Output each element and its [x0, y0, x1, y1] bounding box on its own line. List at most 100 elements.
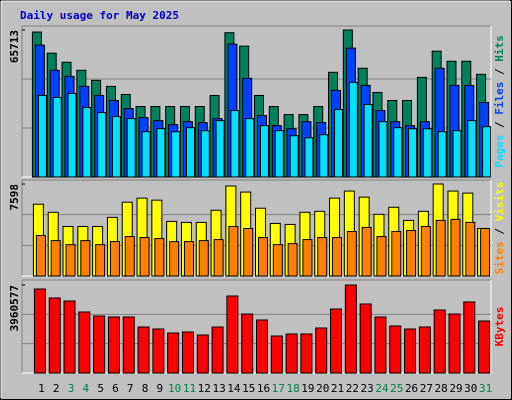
- x-tick-label: 20: [316, 382, 329, 395]
- bar: [198, 240, 209, 277]
- x-tick-label: 14: [227, 382, 241, 395]
- x-tick-label: 12: [198, 382, 211, 395]
- bar: [319, 134, 329, 178]
- bar: [211, 326, 224, 374]
- bar: [374, 316, 387, 374]
- x-tick-label: 24: [375, 382, 389, 395]
- legend-entry: Files: [493, 82, 506, 115]
- bar: [82, 107, 92, 178]
- bar: [78, 311, 91, 374]
- x-tick-label: 13: [212, 382, 225, 395]
- bar: [359, 303, 372, 374]
- legend-separator: /: [493, 221, 506, 241]
- bar: [300, 333, 313, 374]
- x-tick-label: 26: [405, 382, 418, 395]
- bar: [346, 231, 357, 277]
- bar: [378, 121, 388, 178]
- x-tick-label: 25: [390, 382, 403, 395]
- bar: [304, 137, 314, 178]
- y-tick-label: 65713: [8, 30, 21, 63]
- bar: [330, 308, 343, 374]
- bar: [181, 331, 194, 374]
- bar: [302, 239, 313, 277]
- bar: [389, 325, 402, 374]
- bar: [363, 104, 373, 178]
- x-tick-label: 15: [242, 382, 255, 395]
- bar: [215, 120, 225, 178]
- bar: [230, 110, 240, 178]
- bar: [245, 118, 255, 178]
- x-tick-label: 5: [97, 382, 104, 395]
- bar: [332, 237, 343, 277]
- bar: [317, 237, 328, 277]
- bar: [80, 240, 91, 277]
- legend-entry: Pages: [493, 135, 506, 168]
- bar: [437, 131, 447, 178]
- bar: [334, 109, 344, 178]
- bar: [452, 130, 462, 178]
- x-tick-label: 8: [142, 382, 149, 395]
- legend-entry: KBytes: [493, 307, 506, 347]
- legend: KBytes: [493, 307, 506, 347]
- bar: [152, 328, 165, 374]
- bar: [67, 92, 77, 178]
- bar: [93, 315, 106, 374]
- x-tick-label: 27: [420, 382, 433, 395]
- legend-entry: Hits: [493, 35, 506, 62]
- bar: [185, 127, 195, 178]
- bar: [156, 128, 166, 178]
- bar: [289, 135, 299, 178]
- bar: [167, 332, 180, 374]
- bar: [33, 288, 46, 374]
- bar: [435, 219, 446, 277]
- x-tick-label: 11: [183, 382, 196, 395]
- x-tick-label: 19: [301, 382, 314, 395]
- x-tick-label: 3: [68, 382, 75, 395]
- bar: [213, 239, 224, 277]
- x-tick-label: 4: [83, 382, 90, 395]
- bar: [274, 130, 284, 178]
- bar: [154, 238, 165, 277]
- x-tick-label: 23: [361, 382, 374, 395]
- bar: [420, 225, 431, 277]
- bar: [37, 94, 47, 178]
- bar: [52, 96, 62, 178]
- bar: [422, 128, 432, 178]
- bar: [478, 320, 491, 374]
- bar: [408, 128, 418, 178]
- bar: [241, 313, 254, 374]
- bar: [344, 284, 357, 374]
- x-tick-label: 17: [272, 382, 285, 395]
- bar: [124, 236, 135, 277]
- legend-entry: Visits: [493, 182, 506, 222]
- chart-title: Daily usage for May 2025: [20, 9, 179, 22]
- bar: [482, 126, 492, 178]
- bar: [107, 316, 120, 374]
- bar: [65, 244, 76, 277]
- bar: [272, 244, 283, 277]
- bar: [348, 81, 358, 178]
- x-tick-label: 6: [112, 382, 119, 395]
- bar: [256, 319, 268, 374]
- x-tick-label: 22: [346, 382, 359, 395]
- bar: [109, 241, 120, 277]
- bar: [97, 112, 107, 178]
- bar: [391, 231, 402, 277]
- bar: [404, 328, 417, 374]
- x-tick-label: 9: [157, 382, 164, 395]
- bar: [48, 297, 61, 374]
- legend-separator: /: [493, 62, 506, 82]
- x-tick-label: 29: [449, 382, 462, 395]
- x-tick-label: 16: [257, 382, 270, 395]
- bar: [287, 243, 298, 277]
- bar: [450, 218, 461, 277]
- legend-entry: Sites: [493, 241, 506, 274]
- bar: [171, 131, 181, 178]
- x-tick-label: 10: [168, 382, 181, 395]
- bar: [63, 300, 76, 374]
- bar: [433, 309, 446, 374]
- legend: Sites / Visits: [493, 182, 506, 275]
- bar: [196, 334, 209, 374]
